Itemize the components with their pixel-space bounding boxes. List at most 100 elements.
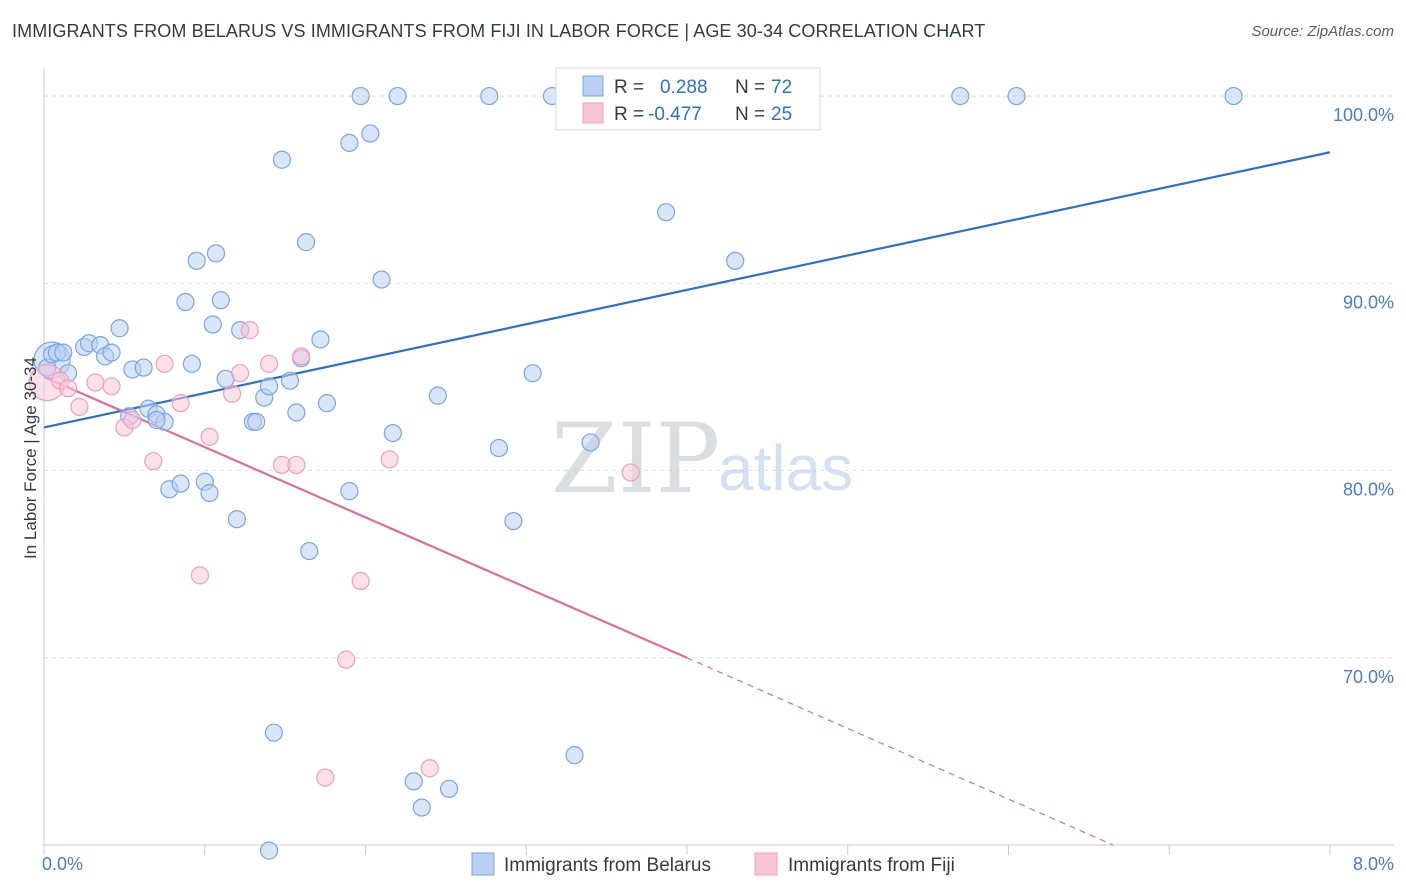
legend-swatch-belarus [471, 852, 495, 876]
stats-r-value-belarus: 0.288 [660, 77, 708, 98]
y-axis-label: In Labor Force | Age 30-34 [21, 357, 40, 559]
y-tick-labels: 70.0% 80.0% 90.0% 100.0% [1333, 105, 1394, 687]
point-belarus [523, 364, 542, 383]
point-belarus [951, 86, 970, 106]
point-fiji [259, 354, 279, 373]
watermark-atlas: atlas [718, 432, 853, 504]
point-fiji [316, 768, 335, 787]
point-belarus [110, 319, 129, 338]
point-belarus [657, 203, 676, 222]
point-belarus [54, 343, 73, 362]
point-belarus [480, 86, 499, 106]
point-fiji [200, 427, 219, 446]
point-belarus [439, 779, 459, 798]
point-fiji [287, 455, 306, 475]
point-belarus [182, 354, 201, 373]
point-fiji [59, 379, 78, 398]
point-fiji [86, 373, 105, 392]
point-belarus [340, 133, 359, 152]
point-belarus [280, 371, 300, 390]
point-belarus [361, 124, 380, 143]
point-belarus [383, 423, 402, 443]
point-belarus [351, 86, 370, 106]
stats-r-label-fiji: R = [614, 104, 644, 125]
watermark: ZIP atlas [551, 403, 853, 515]
point-fiji [102, 377, 121, 396]
stats-legend: R = 0.288 N = 72 R = -0.477 N = 25 [555, 67, 821, 131]
point-belarus [372, 270, 391, 289]
point-fiji [420, 759, 439, 778]
point-belarus [428, 386, 447, 405]
stats-swatch-fiji [582, 102, 604, 124]
point-belarus [272, 150, 292, 169]
point-belarus [259, 841, 279, 860]
point-belarus [102, 343, 121, 362]
x-tick-marks [43, 845, 1331, 855]
point-belarus [187, 251, 206, 270]
data-points [28, 86, 1243, 860]
point-belarus [300, 541, 319, 561]
point-fiji [222, 384, 242, 403]
point-belarus [264, 723, 283, 742]
point-belarus [206, 244, 226, 263]
point-belarus [388, 86, 407, 106]
point-belarus [317, 394, 337, 413]
point-belarus [1224, 86, 1243, 106]
point-fiji [231, 364, 250, 383]
point-belarus [134, 358, 153, 377]
y-tick-label: 90.0% [1343, 292, 1394, 312]
point-fiji [144, 452, 163, 471]
stats-r-value-fiji: -0.477 [648, 104, 702, 125]
point-belarus [171, 474, 190, 493]
point-fiji [380, 450, 399, 469]
point-belarus [311, 330, 330, 349]
point-fiji [123, 410, 142, 430]
x-tick-label-min: 0.0% [42, 854, 83, 874]
point-belarus [296, 233, 316, 252]
trend-line-fiji-extrapolated [686, 657, 1114, 846]
point-belarus [581, 433, 600, 452]
point-belarus [404, 772, 423, 791]
watermark-zip: ZIP [551, 403, 720, 515]
stats-n-value-belarus: 72 [771, 77, 792, 98]
chart-title: IMMIGRANTS FROM BELARUS VS IMMIGRANTS FR… [12, 21, 986, 41]
point-belarus [1007, 86, 1026, 106]
legend-swatch-fiji [754, 852, 778, 876]
point-belarus [287, 403, 306, 422]
point-fiji [240, 321, 259, 340]
legend-label-belarus: Immigrants from Belarus [504, 855, 711, 876]
point-belarus [247, 412, 266, 431]
point-fiji [155, 354, 174, 373]
point-belarus [200, 483, 219, 503]
point-fiji [337, 650, 356, 669]
point-fiji [292, 347, 311, 366]
stats-swatch-belarus [582, 75, 604, 97]
point-belarus [489, 438, 509, 458]
point-belarus [726, 251, 745, 270]
point-fiji [171, 394, 190, 413]
point-fiji [190, 566, 210, 585]
point-belarus [176, 292, 195, 312]
y-tick-label: 100.0% [1333, 105, 1394, 125]
point-belarus [565, 746, 584, 765]
stats-r-label-belarus: R = [614, 77, 644, 98]
legend-label-fiji: Immigrants from Fiji [788, 855, 955, 876]
source-credit: Source: ZipAtlas.com [1251, 23, 1394, 40]
point-belarus [227, 510, 246, 529]
trend-line-belarus [43, 151, 1331, 429]
point-belarus [504, 511, 523, 531]
stats-n-label-fiji: N = [735, 104, 765, 125]
point-fiji [351, 571, 370, 591]
x-tick-label-max: 8.0% [1353, 854, 1394, 874]
point-belarus [259, 377, 279, 396]
point-belarus [412, 798, 431, 817]
point-belarus [211, 291, 230, 310]
series-legend: Immigrants from Belarus Immigrants from … [471, 852, 955, 876]
point-belarus [340, 482, 359, 501]
stats-n-value-fiji: 25 [771, 104, 792, 125]
point-belarus [147, 410, 166, 430]
y-tick-label: 70.0% [1343, 667, 1394, 687]
point-fiji [621, 463, 640, 482]
point-belarus [203, 315, 222, 334]
